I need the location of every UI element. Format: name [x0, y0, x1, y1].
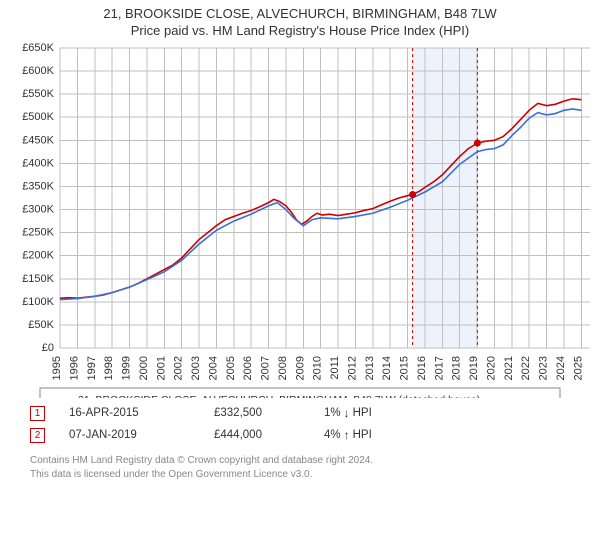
- delta-label: HPI: [353, 407, 372, 419]
- x-tick-label: 2021: [503, 356, 515, 380]
- x-tick-label: 2017: [433, 356, 445, 380]
- footer-line-1: Contains HM Land Registry data © Crown c…: [30, 454, 570, 468]
- delta-pct: 1%: [324, 407, 341, 419]
- y-tick-label: £400K: [22, 157, 54, 169]
- arrow-down-icon: ↓: [344, 406, 350, 420]
- x-tick-label: 2004: [207, 356, 219, 380]
- y-tick-label: £50K: [28, 319, 54, 331]
- transaction-price: £332,500: [214, 407, 324, 419]
- x-tick-label: 2001: [155, 356, 167, 380]
- x-tick-label: 2012: [346, 356, 358, 380]
- x-tick-label: 2014: [381, 356, 393, 380]
- attribution-footer: Contains HM Land Registry data © Crown c…: [0, 452, 600, 489]
- transaction-row: 2 07-JAN-2019£444,0004%↑HPI: [30, 424, 570, 446]
- x-tick-label: 1996: [68, 356, 80, 380]
- x-tick-label: 2006: [242, 356, 254, 380]
- x-tick-label: 2003: [190, 356, 202, 380]
- x-tick-label: 1997: [86, 356, 98, 380]
- x-tick-label: 2018: [451, 356, 463, 380]
- chart-plot-area: £0 £50K £100K £150K £200K £250K £300K £350K £400…: [0, 38, 600, 398]
- x-tick-label: 2020: [485, 356, 497, 380]
- transaction-delta: 4%↑HPI: [324, 428, 372, 442]
- x-tick-label: 1995: [51, 356, 63, 380]
- x-tick-label: 2007: [260, 356, 272, 380]
- x-tick-label: 2009: [294, 356, 306, 380]
- titles: 21, BROOKSIDE CLOSE, ALVECHURCH, BIRMING…: [0, 0, 600, 38]
- x-tick-label: 2010: [312, 356, 324, 380]
- y-tick-label: £150K: [22, 273, 54, 285]
- delta-pct: 4%: [324, 429, 341, 441]
- transaction-price: £444,000: [214, 429, 324, 441]
- transaction-table: 1 16-APR-2015£332,5001%↓HPI 2 07-JAN-2019£4…: [0, 398, 600, 452]
- chart-container: 21, BROOKSIDE CLOSE, ALVECHURCH, BIRMING…: [0, 0, 600, 489]
- delta-label: HPI: [353, 429, 372, 441]
- x-tick-label: 1998: [103, 356, 115, 380]
- chart-subtitle: Price paid vs. HM Land Registry's House …: [0, 23, 600, 38]
- x-tick-label: 2019: [468, 356, 480, 380]
- y-tick-label: £200K: [22, 250, 54, 262]
- x-tick-label: 2023: [538, 356, 550, 380]
- chart-title: 21, BROOKSIDE CLOSE, ALVECHURCH, BIRMING…: [0, 6, 600, 21]
- transaction-delta: 1%↓HPI: [324, 406, 372, 420]
- marker-dot: [474, 140, 481, 147]
- y-tick-label: £450K: [22, 134, 54, 146]
- transaction-marker: 2: [30, 428, 45, 443]
- x-tick-label: 2011: [329, 356, 341, 380]
- transaction-date: 16-APR-2015: [69, 407, 214, 419]
- y-tick-label: £100K: [22, 296, 54, 308]
- x-tick-label: 2005: [225, 356, 237, 380]
- sale-period-band: [413, 48, 478, 348]
- transaction-marker: 1: [30, 406, 45, 421]
- x-tick-label: 1999: [121, 356, 133, 380]
- arrow-up-icon: ↑: [344, 428, 350, 442]
- y-tick-label: £650K: [22, 42, 54, 54]
- y-tick-label: £350K: [22, 180, 54, 192]
- y-tick-label: £500K: [22, 111, 54, 123]
- y-tick-label: £0: [42, 342, 54, 354]
- y-tick-label: £600K: [22, 65, 54, 77]
- x-tick-label: 2015: [399, 356, 411, 380]
- transaction-date: 07-JAN-2019: [69, 429, 214, 441]
- legend-label: 21, BROOKSIDE CLOSE, ALVECHURCH, BIRMING…: [78, 394, 480, 398]
- y-tick-label: £550K: [22, 88, 54, 100]
- x-tick-label: 2024: [555, 356, 567, 380]
- x-tick-label: 2002: [173, 356, 185, 380]
- marker-dot: [409, 191, 416, 198]
- y-tick-label: £300K: [22, 204, 54, 216]
- x-tick-label: 2022: [520, 356, 532, 380]
- chart-svg: £0 £50K £100K £150K £200K £250K £300K £350K £400…: [0, 38, 600, 398]
- x-tick-label: 2013: [364, 356, 376, 380]
- transaction-row: 1 16-APR-2015£332,5001%↓HPI: [30, 402, 570, 424]
- x-tick-label: 2025: [572, 356, 584, 380]
- x-tick-label: 2008: [277, 356, 289, 380]
- x-tick-label: 2016: [416, 356, 428, 380]
- y-tick-label: £250K: [22, 227, 54, 239]
- footer-line-2: This data is licensed under the Open Gov…: [30, 468, 570, 482]
- x-tick-label: 2000: [138, 356, 150, 380]
